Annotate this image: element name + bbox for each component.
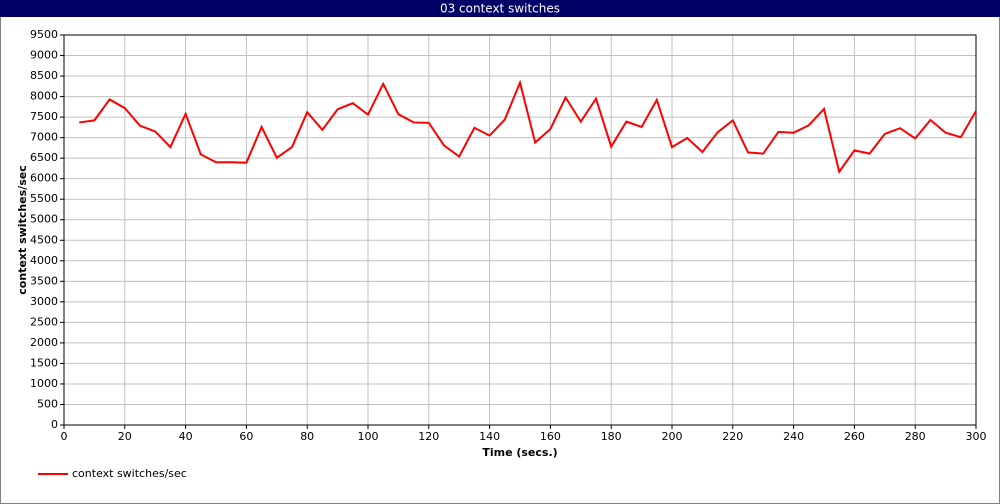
x-tick-label: 80	[300, 430, 314, 443]
y-tick-label: 9500	[30, 28, 58, 41]
y-tick-label: 4500	[30, 233, 58, 246]
y-tick-label: 500	[37, 397, 58, 410]
y-tick-label: 5000	[30, 213, 58, 226]
x-tick-label: 260	[844, 430, 865, 443]
y-tick-label: 2000	[30, 336, 58, 349]
x-tick-label: 40	[179, 430, 193, 443]
x-tick-label: 220	[722, 430, 743, 443]
y-tick-label: 1000	[30, 377, 58, 390]
y-tick-label: 2500	[30, 315, 58, 328]
y-tick-label: 6500	[30, 151, 58, 164]
y-tick-label: 0	[51, 418, 58, 431]
x-tick-label: 100	[358, 430, 379, 443]
y-tick-label: 4000	[30, 254, 58, 267]
x-tick-label: 140	[479, 430, 500, 443]
chart-title: 03 context switches	[440, 2, 560, 16]
title-bar	[0, 0, 1000, 17]
y-tick-label: 8500	[30, 69, 58, 82]
y-tick-label: 6000	[30, 172, 58, 185]
x-tick-label: 120	[418, 430, 439, 443]
y-tick-label: 8000	[30, 90, 58, 103]
y-tick-label: 1500	[30, 356, 58, 369]
x-axis-label: Time (secs.)	[482, 446, 557, 459]
data-line	[79, 79, 977, 175]
x-tick-label: 200	[662, 430, 683, 443]
x-tick-label: 280	[905, 430, 926, 443]
plot-area	[63, 34, 977, 426]
y-tick-label: 9000	[30, 49, 58, 62]
y-tick-label: 7000	[30, 131, 58, 144]
y-tick-label: 7500	[30, 110, 58, 123]
x-tick-label: 160	[540, 430, 561, 443]
y-tick-label: 3500	[30, 274, 58, 287]
x-tick-label: 240	[783, 430, 804, 443]
legend-label: context switches/sec	[72, 467, 187, 480]
x-tick-label: 20	[118, 430, 132, 443]
x-tick-label: 0	[61, 430, 68, 443]
y-tick-label: 5500	[30, 192, 58, 205]
y-axis-label: context switches/sec	[16, 165, 29, 294]
y-tick-label: 3000	[30, 295, 58, 308]
x-tick-label: 300	[966, 430, 987, 443]
x-tick-label: 60	[239, 430, 253, 443]
x-tick-label: 180	[601, 430, 622, 443]
